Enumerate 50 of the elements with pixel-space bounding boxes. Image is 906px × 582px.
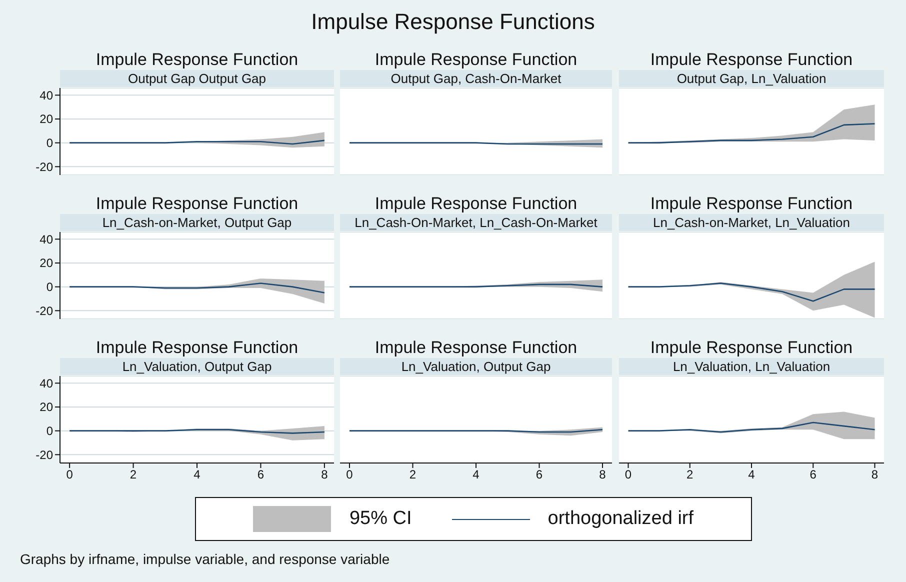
x-tick-label: 8	[871, 468, 878, 482]
x-tick-label: 8	[321, 468, 328, 482]
x-tick-label: 4	[472, 468, 480, 482]
chart-title: Impule Response Function	[649, 50, 854, 70]
y-tick-label: 0	[46, 424, 54, 438]
y-tick-label: 20	[40, 112, 54, 126]
chart-title: Impule Response Function	[94, 194, 300, 214]
x-tick-label: 0	[346, 468, 354, 482]
text: Graphs by irfname, impulse variable, and response variable	[20, 551, 390, 567]
legend-label: orthogonalized irf	[548, 508, 694, 530]
chart-title: Impule Response Function	[649, 338, 854, 358]
y-tick-label: -20	[36, 448, 54, 462]
chart-subtitle: Ln_Cash-On-Market, Ln_Cash-On-Market	[340, 214, 612, 231]
y-tick-label: 40	[40, 232, 54, 246]
chart-title: Impule Response Function	[94, 338, 300, 358]
x-tick-label: 6	[810, 468, 817, 482]
chart-subtitle: Output Gap, Cash-On-Market	[340, 70, 612, 87]
chart-subtitle: Output Gap, Ln_Valuation	[619, 70, 884, 87]
x-tick-label: 8	[599, 468, 606, 482]
chart-subtitle: Ln_Valuation, Output Gap	[60, 358, 334, 375]
x-tick-label: 6	[536, 468, 543, 482]
chart-subtitle: Output Gap Output Gap	[60, 70, 334, 87]
chart-subtitle: Ln_Valuation, Ln_Valuation	[619, 358, 884, 375]
y-tick-label: -20	[36, 304, 54, 318]
x-tick-label: 2	[409, 468, 416, 482]
text: 95% CI	[349, 508, 412, 530]
x-tick-label: 0	[66, 468, 74, 482]
chart-title: Impule Response Function	[649, 194, 854, 214]
y-tick-label: 40	[40, 88, 54, 102]
x-tick-label: 2	[686, 468, 694, 482]
x-tick-label: 0	[624, 468, 632, 482]
y-tick-label: 20	[40, 256, 54, 270]
y-tick-label: 0	[46, 280, 54, 294]
x-tick-label: 2	[130, 468, 137, 482]
y-tick-label: 40	[40, 376, 54, 390]
chart-title: Impule Response Function	[374, 194, 578, 214]
y-tick-label: -20	[36, 160, 54, 174]
x-tick-label: 6	[257, 468, 264, 482]
chart-subtitle: Ln_Valuation, Output Gap	[340, 358, 612, 375]
chart-subtitle: Ln_Cash-on-Market, Ln_Valuation	[619, 214, 884, 231]
chart-subtitle: Ln_Cash-on-Market, Output Gap	[60, 214, 334, 231]
x-tick-label: 4	[748, 468, 756, 482]
text: Impulse Response Functions	[310, 9, 596, 35]
chart-title: Impule Response Function	[374, 338, 578, 358]
x-tick-label: 4	[194, 468, 201, 482]
y-tick-label: 0	[46, 136, 54, 150]
y-tick-label: 20	[40, 400, 54, 414]
line-series	[68, 282, 326, 294]
chart-title: Impule Response Function	[94, 50, 300, 70]
chart-title: Impule Response Function	[374, 50, 578, 70]
